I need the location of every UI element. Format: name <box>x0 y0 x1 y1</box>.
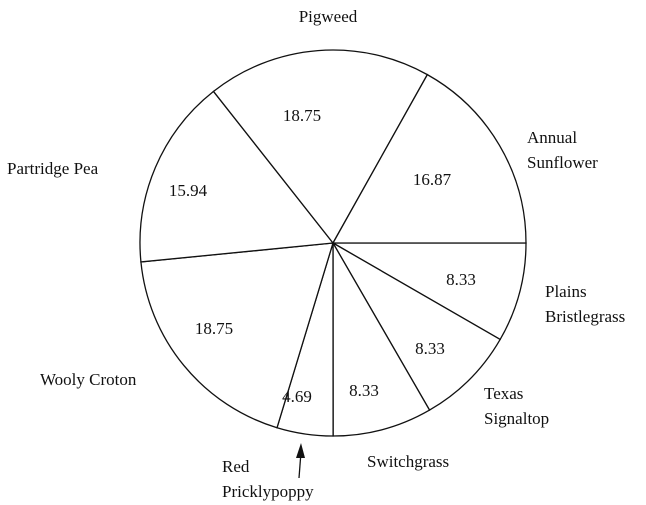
slice-label: Red Pricklypoppy <box>222 457 314 501</box>
slice-label: Plains Bristlegrass <box>545 282 625 326</box>
value-label: 16.87 <box>413 170 452 189</box>
slice-label: Partridge Pea <box>7 159 99 178</box>
slice-label: Texas Signaltop <box>484 384 549 428</box>
value-label: 8.33 <box>415 339 445 358</box>
wedge <box>140 242 334 429</box>
pointer-arrow <box>296 443 305 458</box>
value-label: 15.94 <box>169 181 208 200</box>
value-label: 18.75 <box>283 106 321 125</box>
slice-label: Wooly Croton <box>40 370 137 389</box>
wedge <box>212 49 429 245</box>
slice-label: Switchgrass <box>367 452 449 471</box>
value-label: 8.33 <box>446 270 476 289</box>
wedge <box>330 242 527 341</box>
value-label: 8.33 <box>349 381 379 400</box>
slice-label: Annual Sunflower <box>527 128 598 172</box>
value-label: 4.69 <box>282 387 312 406</box>
slice-label: Pigweed <box>299 7 358 26</box>
wedge <box>331 73 527 244</box>
value-label: 18.75 <box>195 319 233 338</box>
wedge <box>331 241 502 412</box>
wedge <box>332 240 431 437</box>
wedge <box>139 90 335 263</box>
